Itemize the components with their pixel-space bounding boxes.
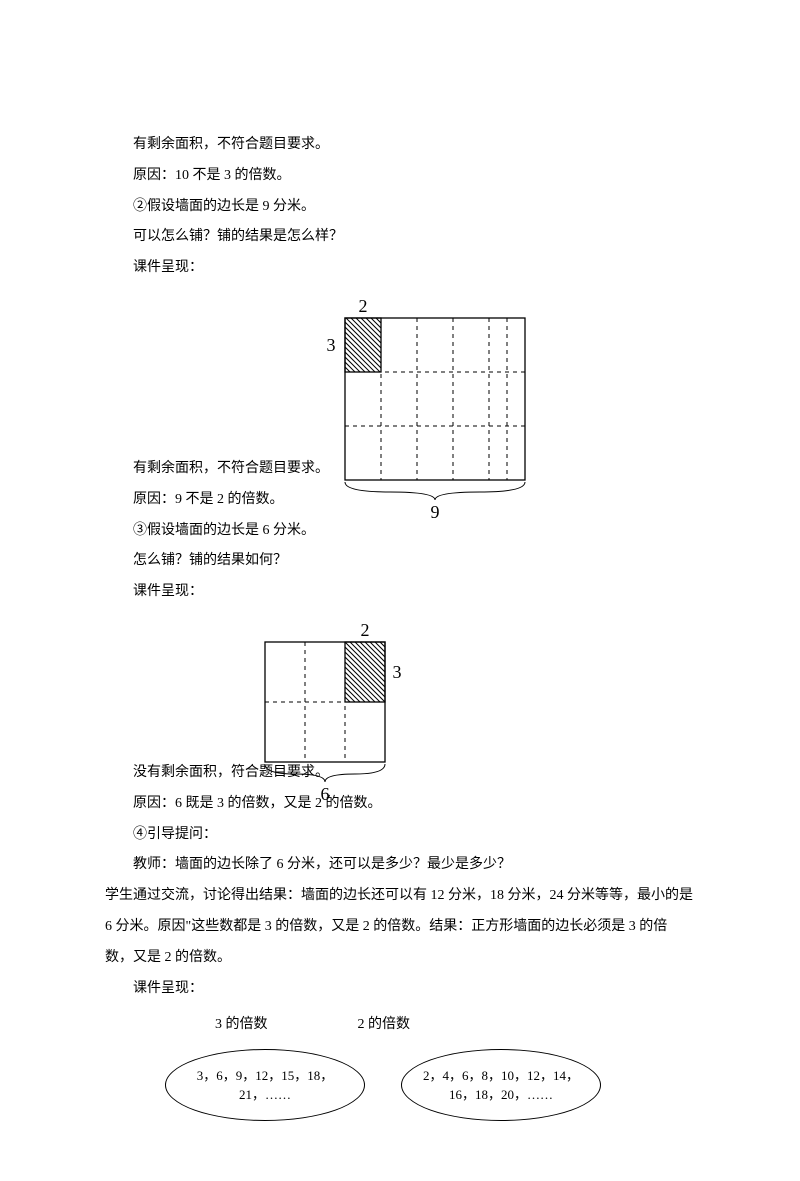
text-line: 课件呈现： — [105, 577, 695, 608]
text-line: 教师：墙面的边长除了 6 分米，还可以是多少？最少是多少？ — [105, 850, 695, 881]
grid-svg-9: 2 3 9 — [305, 294, 565, 524]
svg-text:3: 3 — [327, 335, 336, 355]
svg-text:6: 6 — [321, 784, 330, 804]
diagram-6dm: 2 3 6 — [235, 618, 695, 808]
text-line: 怎么铺？铺的结果如何？ — [105, 546, 695, 577]
text-line: ④引导提问： — [105, 820, 695, 851]
text-line: 学生通过交流，讨论得出结果：墙面的边长还可以有 12 分米，18 分米，24 分… — [105, 881, 695, 973]
diagram-9dm: 2 3 9 — [305, 294, 695, 524]
text-line: 可以怎么铺？铺的结果是怎么样？ — [105, 222, 695, 253]
text-line: 有剩余面积，不符合题目要求。 — [105, 130, 695, 161]
ellipse-mult3: 3，6，9，12，15，18，21，…… — [165, 1049, 365, 1121]
text-line: 原因：10 不是 3 的倍数。 — [105, 161, 695, 192]
text-line: 课件呈现： — [105, 974, 695, 1005]
grid-svg-6: 2 3 6 — [235, 618, 435, 808]
text-line: ②假设墙面的边长是 9 分米。 — [105, 192, 695, 223]
svg-text:9: 9 — [431, 502, 440, 522]
svg-text:2: 2 — [359, 296, 368, 316]
ellipses-row: 3，6，9，12，15，18，21，…… 2，4，6，8，10，12，14，16… — [165, 1049, 695, 1121]
text-line: 课件呈现： — [105, 253, 695, 284]
label-mult2: 2 的倍数 — [358, 1010, 411, 1041]
multiples-labels: 3 的倍数 2 的倍数 — [215, 1010, 695, 1041]
svg-text:3: 3 — [393, 662, 402, 682]
label-mult3: 3 的倍数 — [215, 1010, 268, 1041]
ellipse-mult2: 2，4，6，8，10，12，14，16，18，20，…… — [401, 1049, 601, 1121]
svg-text:2: 2 — [361, 620, 370, 640]
